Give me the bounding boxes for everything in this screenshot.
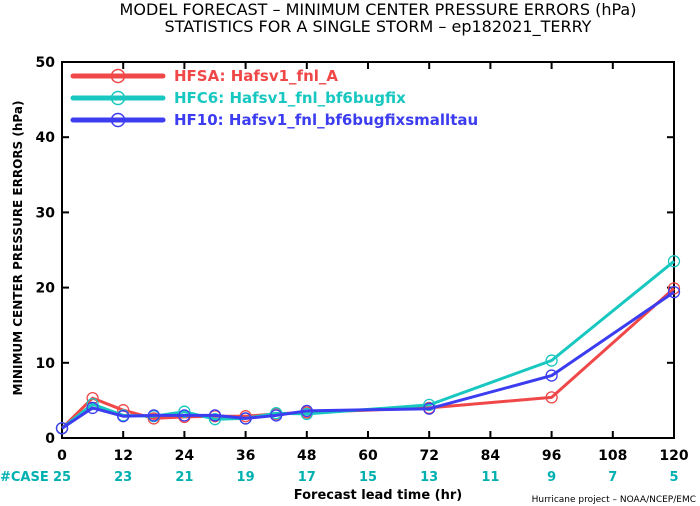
- legend-label: HFC6: Hafsv1_fnl_bf6bugfix: [174, 89, 406, 107]
- x-tick-label: 96: [542, 448, 561, 464]
- case-count: 7: [608, 470, 617, 485]
- case-label: #CASE: [0, 470, 49, 485]
- case-count: 15: [359, 470, 377, 485]
- case-count: 9: [547, 470, 556, 485]
- case-count: 13: [420, 470, 438, 485]
- x-tick-label: 48: [297, 448, 316, 464]
- x-tick-label: 120: [659, 448, 688, 464]
- y-tick-label: 40: [36, 130, 56, 146]
- data-point: [117, 410, 130, 423]
- series-line: [60, 287, 675, 430]
- case-count: 17: [298, 470, 316, 485]
- data-point: [178, 409, 191, 422]
- data-point: [208, 409, 222, 422]
- case-count: 5: [669, 470, 678, 485]
- y-axis-label-group: MINIMUM CENTER PRESSURE ERRORS (hPa): [11, 101, 25, 396]
- case-count: 19: [237, 470, 255, 485]
- data-point: [239, 412, 252, 425]
- legend: HFSA: Hafsv1_fnl_A HFC6: Hafsv1_fnl_bf6bu…: [70, 67, 478, 129]
- x-tick-label: 84: [481, 448, 501, 464]
- x-tick-label: 0: [57, 448, 67, 464]
- data-point: [86, 401, 99, 415]
- legend-swatch-marker: [110, 90, 126, 106]
- axis-ticks: 0 10 20 30 40 50 0 12 24 36 48 60 72 84 96 108 120: [36, 55, 689, 464]
- y-tick-label: 20: [36, 281, 56, 297]
- series-1: [55, 255, 681, 435]
- data-point: [270, 409, 283, 422]
- series-line: [61, 290, 675, 430]
- x-tick-label: 12: [113, 448, 132, 464]
- data-point: [667, 285, 681, 299]
- case-counts: #CASE 25 23 21 19 17 15 13 11 9 7 5: [0, 470, 679, 485]
- data-point: [423, 398, 436, 412]
- legend-swatch-marker: [110, 112, 126, 128]
- data-point: [423, 402, 436, 415]
- y-tick-label: 30: [36, 205, 56, 221]
- y-tick-label: 0: [45, 431, 55, 447]
- legend-label: HFSA: Hafsv1_fnl_A: [174, 67, 338, 85]
- data-point: [667, 255, 681, 268]
- x-axis-label: Forecast lead time (hr): [294, 488, 462, 503]
- x-tick-label: 72: [419, 448, 438, 464]
- chart-subtitle: STATISTICS FOR A SINGLE STORM – ep182021…: [165, 17, 592, 37]
- data-point: [147, 409, 160, 422]
- legend-swatch-marker: [110, 68, 126, 84]
- x-tick-label: 108: [598, 448, 627, 464]
- data-point: [545, 369, 558, 382]
- case-count: 25: [53, 470, 71, 485]
- y-axis-label: MINIMUM CENTER PRESSURE ERRORS (hPa): [11, 101, 25, 396]
- y-tick-label: 10: [36, 356, 56, 372]
- x-tick-label: 36: [236, 448, 255, 464]
- series-layer: [55, 255, 681, 435]
- chart-title: MODEL FORECAST – MINIMUM CENTER PRESSURE…: [120, 0, 637, 19]
- case-count: 21: [175, 470, 193, 485]
- y-tick-label: 50: [36, 55, 56, 71]
- credit-text: Hurricane project – NOAA/NCEP/EMC: [532, 495, 696, 505]
- data-point: [208, 413, 222, 426]
- case-count: 11: [481, 470, 499, 485]
- series-2: [55, 285, 681, 435]
- data-point: [55, 422, 69, 435]
- legend-label: HF10: Hafsv1_fnl_bf6bugfixsmalltau: [174, 111, 478, 129]
- data-point: [300, 404, 313, 418]
- x-tick-label: 24: [175, 448, 195, 464]
- data-point: [178, 405, 191, 418]
- data-point: [545, 354, 558, 367]
- data-point: [545, 391, 558, 404]
- data-point: [300, 407, 313, 421]
- x-tick-label: 60: [358, 448, 378, 464]
- case-count: 23: [114, 470, 132, 485]
- series-line: [61, 260, 675, 430]
